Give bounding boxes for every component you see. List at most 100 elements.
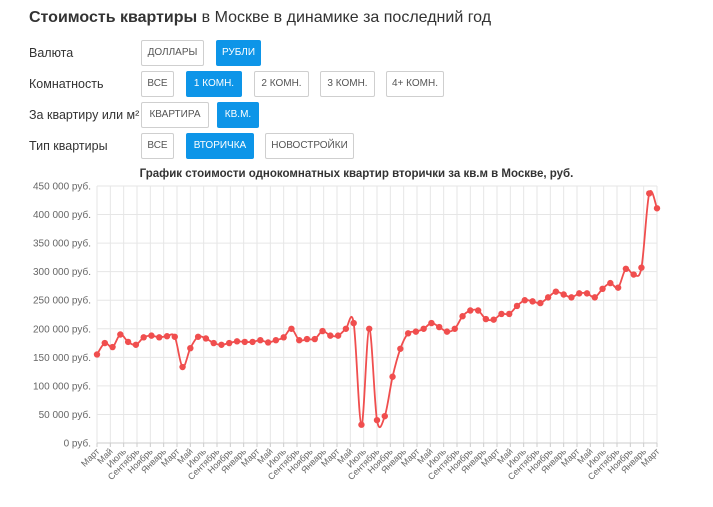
- data-point: [249, 338, 256, 346]
- data-point: [591, 294, 598, 301]
- data-point: [506, 310, 513, 318]
- data-point: [132, 341, 140, 348]
- data-point: [179, 363, 186, 371]
- data-point: [443, 328, 451, 335]
- data-point: [428, 319, 435, 327]
- data-point: [327, 332, 334, 339]
- data-point: [296, 337, 303, 344]
- type-secondary-button[interactable]: Вторичка: [186, 133, 254, 159]
- data-point: [404, 330, 412, 337]
- data-point: [498, 310, 505, 318]
- data-point: [420, 325, 427, 332]
- data-point: [319, 327, 326, 335]
- data-point: [474, 307, 482, 314]
- data-point: [646, 190, 653, 197]
- data-point: [280, 334, 287, 341]
- filter-unit-label: За квартиру или м²: [29, 108, 140, 122]
- data-point: [653, 205, 661, 212]
- data-point: [334, 332, 342, 339]
- data-point: [163, 333, 171, 340]
- data-point: [358, 421, 365, 428]
- y-tick-label: 250 000 руб.: [33, 295, 91, 307]
- data-point: [614, 284, 622, 291]
- data-point: [544, 294, 552, 301]
- data-point: [521, 297, 528, 304]
- data-point: [202, 335, 210, 342]
- data-point: [226, 339, 233, 347]
- data-point: [264, 339, 272, 346]
- currency-dollars-button[interactable]: Доллары: [141, 40, 204, 66]
- y-tick-label: 0 руб.: [64, 438, 91, 450]
- rooms-3-button[interactable]: 3 комн.: [320, 71, 375, 97]
- data-point: [194, 333, 202, 340]
- data-point: [451, 325, 458, 332]
- data-point: [638, 264, 645, 271]
- data-point: [93, 351, 101, 358]
- data-point: [381, 412, 388, 420]
- unit-flat-button[interactable]: Квартира: [141, 102, 209, 128]
- data-point: [350, 319, 357, 327]
- data-point: [241, 338, 248, 346]
- data-point: [560, 291, 567, 298]
- data-point: [412, 328, 420, 335]
- data-point: [171, 333, 178, 340]
- data-point: [288, 325, 295, 332]
- page-title-rest: в Москве в динамике за последний год: [197, 9, 492, 26]
- filter-currency-label: Валюта: [29, 46, 74, 60]
- filter-rooms-label: Комнатность: [29, 77, 104, 91]
- data-point: [257, 337, 264, 344]
- y-tick-label: 200 000 руб.: [33, 323, 91, 335]
- y-tick-label: 300 000 руб.: [33, 266, 91, 278]
- data-point: [630, 271, 637, 278]
- chart-title: График стоимости однокомнатных квартир в…: [139, 168, 574, 180]
- filter-type-label: Тип квартиры: [29, 139, 108, 153]
- data-point: [436, 323, 443, 331]
- data-point: [342, 325, 350, 332]
- unit-sqm-button[interactable]: кв.м.: [217, 102, 259, 128]
- y-tick-label: 350 000 руб.: [33, 238, 91, 250]
- currency-rubles-button[interactable]: Рубли: [216, 40, 261, 66]
- type-new-button[interactable]: Новостройки: [265, 133, 354, 159]
- type-all-button[interactable]: Все: [141, 133, 174, 159]
- rooms-2-button[interactable]: 2 комн.: [254, 71, 309, 97]
- data-point: [373, 416, 381, 424]
- data-point: [537, 299, 544, 307]
- rooms-4plus-button[interactable]: 4+ комн.: [386, 71, 444, 97]
- rooms-all-button[interactable]: Все: [141, 71, 174, 97]
- data-point: [311, 335, 318, 343]
- data-point: [607, 279, 614, 287]
- data-point: [599, 285, 606, 292]
- data-point: [233, 338, 241, 345]
- page-title: Стоимость квартиры в Москве в динамике з…: [29, 9, 491, 27]
- data-point: [583, 290, 591, 297]
- data-point: [490, 316, 497, 323]
- data-point: [568, 294, 575, 301]
- y-tick-label: 100 000 руб.: [33, 380, 91, 392]
- data-point: [148, 332, 155, 339]
- data-point: [529, 298, 536, 305]
- data-point: [156, 334, 163, 341]
- data-point: [622, 265, 630, 273]
- data-point: [389, 373, 396, 380]
- data-point: [467, 307, 474, 314]
- page-title-bold: Стоимость квартиры: [29, 9, 198, 26]
- data-point: [397, 345, 404, 352]
- data-point: [459, 313, 466, 320]
- data-point: [140, 334, 147, 341]
- data-point: [124, 338, 132, 346]
- y-tick-label: 450 000 руб.: [33, 181, 91, 193]
- y-tick-label: 400 000 руб.: [33, 209, 91, 221]
- rooms-1-button[interactable]: 1 комн.: [186, 71, 242, 97]
- data-point: [218, 341, 225, 348]
- data-point: [366, 325, 373, 332]
- data-point: [513, 302, 521, 310]
- data-point: [101, 339, 108, 347]
- data-point: [303, 335, 311, 343]
- data-point: [576, 290, 583, 297]
- data-point: [552, 288, 560, 295]
- data-point: [109, 343, 116, 351]
- data-point: [272, 337, 280, 344]
- data-point: [117, 331, 124, 338]
- data-point: [482, 315, 490, 323]
